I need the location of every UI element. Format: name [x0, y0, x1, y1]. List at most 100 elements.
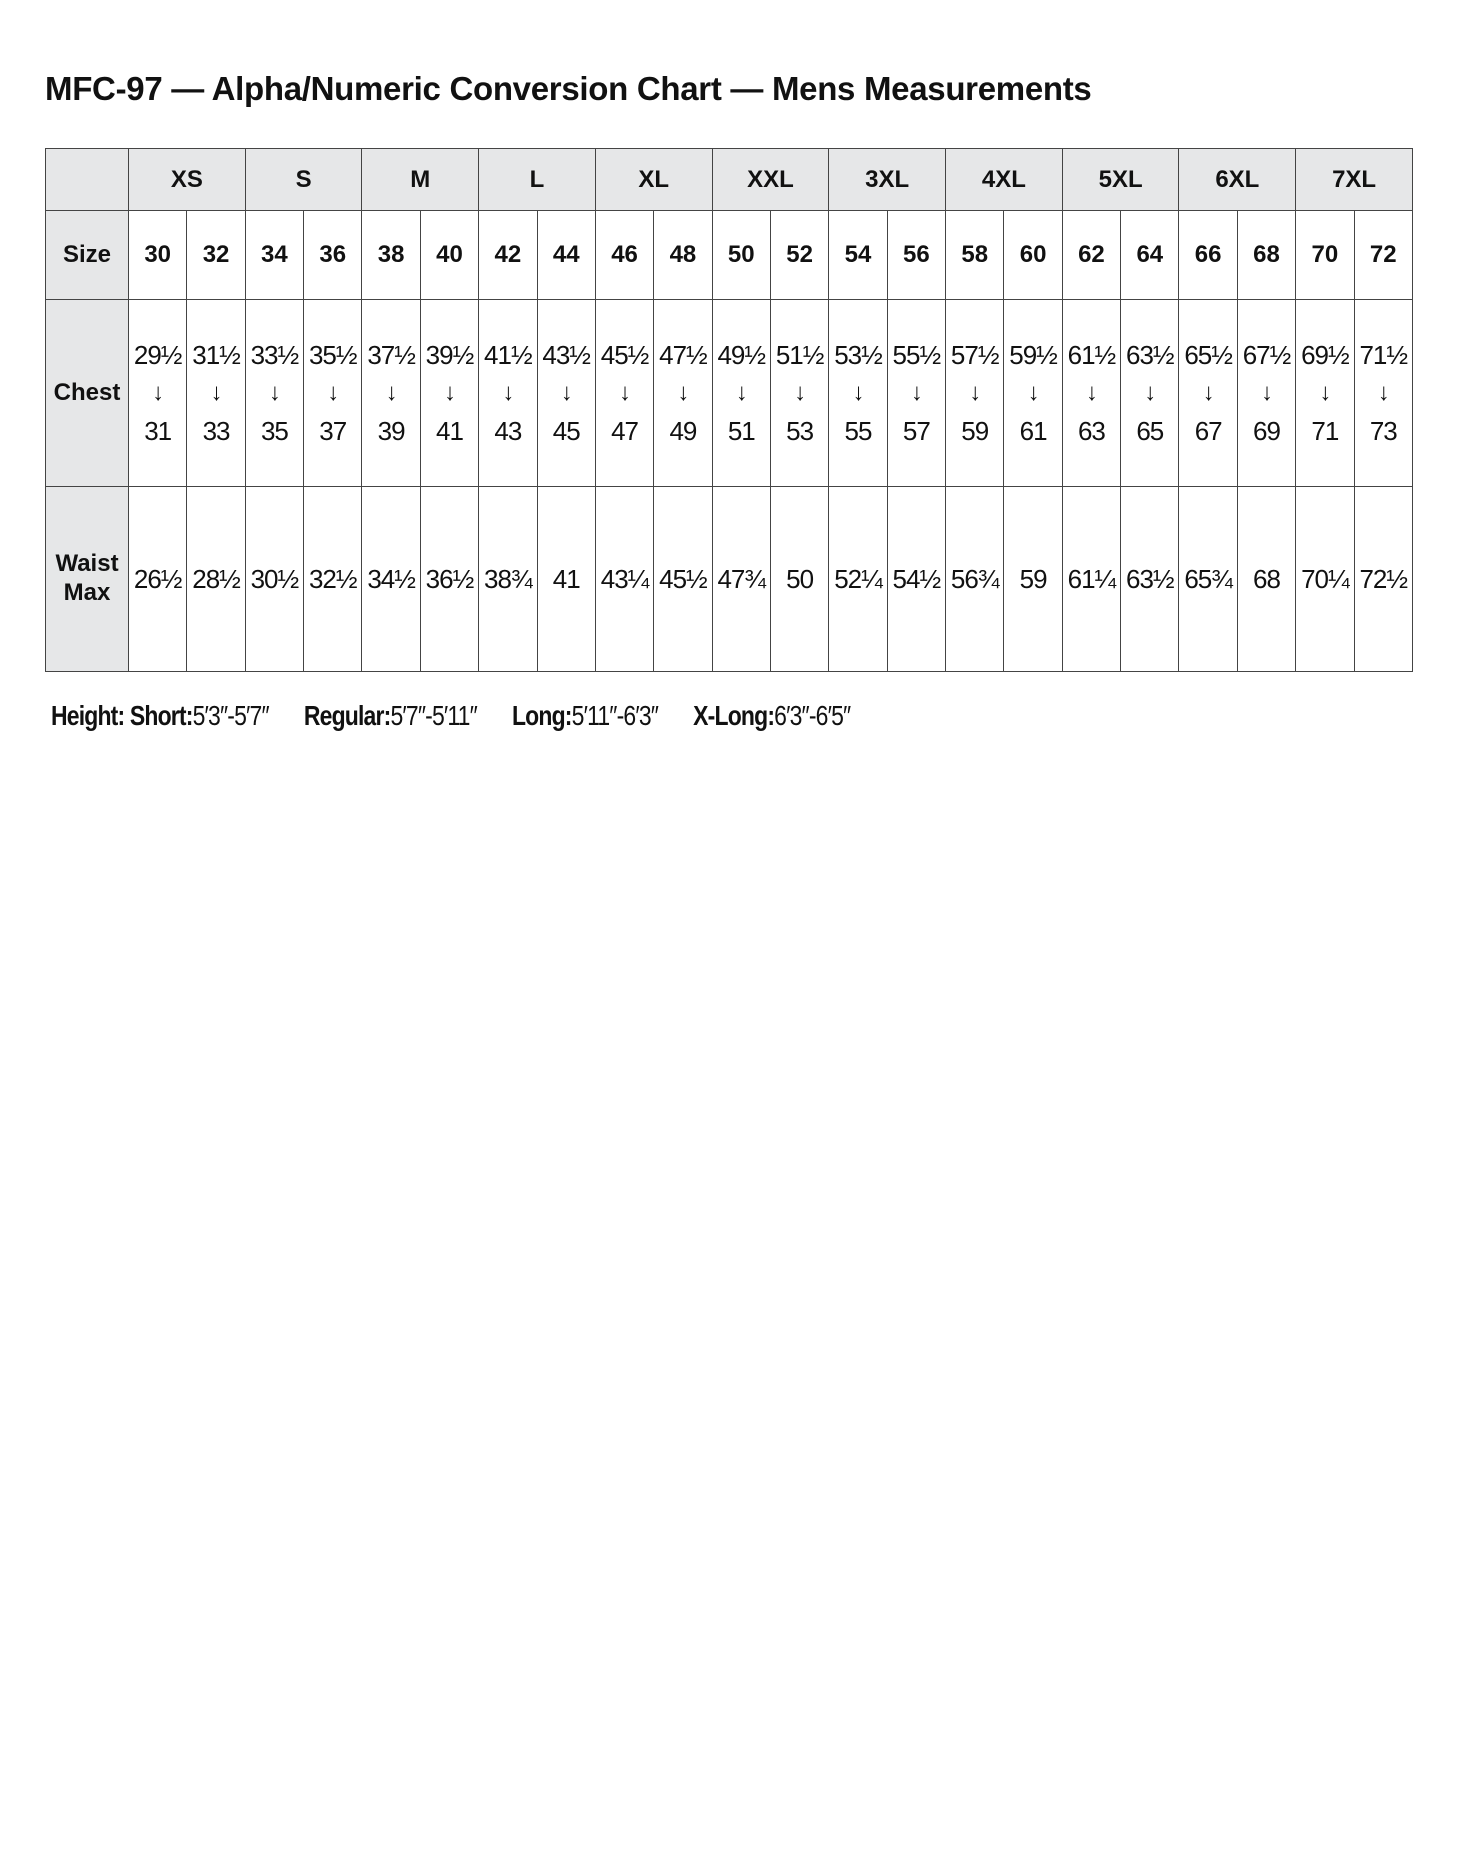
height-xlong-value: 6′3″-6′5″ — [774, 700, 851, 731]
chest-to-value: 55 — [844, 416, 873, 446]
chest-to-value: 39 — [377, 416, 406, 446]
down-arrow-icon: ↓ — [852, 379, 864, 406]
down-arrow-icon: ↓ — [677, 379, 689, 406]
numeric-size-cell: 54 — [828, 210, 888, 300]
waist-max-cell: 30½ — [244, 486, 305, 672]
page-title: MFC-97 — Alpha/Numeric Conversion Chart … — [45, 70, 1092, 107]
down-arrow-icon: ↓ — [735, 379, 748, 406]
alpha-size-cell: 3XL — [828, 148, 947, 211]
corner-cell — [45, 148, 129, 211]
height-long-value: 5′11″-6′3″ — [571, 700, 659, 731]
chest-range-cell: 45½ ↓ 47 — [594, 299, 655, 487]
down-arrow-icon: ↓ — [152, 379, 164, 406]
waist-max-cell: 26½ — [127, 486, 188, 672]
down-arrow-icon: ↓ — [794, 379, 806, 406]
chest-to-value: 59 — [961, 416, 989, 446]
chest-to-value: 49 — [669, 416, 697, 446]
waist-max-cell: 38¾ — [478, 486, 538, 672]
chest-to-value: 45 — [552, 416, 581, 446]
numeric-size-cell: 60 — [1003, 210, 1063, 300]
height-legend: Height: Short:5′3″-5′7″ Regular:5′7″-5′1… — [51, 700, 851, 732]
waist-label-line: Max — [63, 579, 111, 606]
numeric-size-cell: 66 — [1178, 210, 1238, 300]
down-arrow-icon: ↓ — [210, 379, 223, 406]
numeric-size-cell: 44 — [536, 210, 596, 300]
down-arrow-icon: ↓ — [1144, 379, 1156, 406]
down-arrow-icon: ↓ — [1261, 379, 1273, 406]
down-arrow-icon: ↓ — [910, 379, 923, 406]
down-arrow-icon: ↓ — [268, 379, 281, 406]
down-arrow-icon: ↓ — [443, 379, 456, 406]
chest-range-cell: 55½ ↓ 57 — [886, 299, 947, 487]
chest-range-cell: 47½ ↓ 49 — [653, 299, 713, 487]
down-arrow-icon: ↓ — [619, 379, 631, 406]
chest-from-value: 31½ — [192, 340, 241, 370]
chest-range-cell: 37½ ↓ 39 — [361, 299, 421, 487]
alpha-size-cell: M — [361, 148, 480, 211]
chest-from-value: 59½ — [1009, 340, 1058, 370]
chest-range-cell: 71½ ↓ 73 — [1353, 299, 1414, 487]
waist-max-cell: 63½ — [1120, 486, 1180, 672]
chest-range-cell: 69½ ↓ 71 — [1295, 299, 1355, 487]
alpha-size-cell: XS — [128, 148, 246, 211]
chest-from-value: 49½ — [717, 340, 766, 370]
numeric-size-cell: 46 — [594, 210, 655, 300]
alpha-size-cell: XL — [594, 148, 713, 211]
chest-from-value: 37½ — [367, 340, 416, 370]
waist-max-cell: 41 — [536, 486, 596, 672]
numeric-size-cell: 52 — [769, 210, 830, 300]
numeric-size-cell: 64 — [1120, 210, 1180, 300]
waist-max-cell: 47¾ — [711, 486, 771, 672]
chest-range-cell: 63½ ↓ 65 — [1120, 299, 1180, 487]
chest-range-cell: 31½ ↓ 33 — [186, 299, 246, 487]
alpha-size-row: XS S M L XL XXL 3XL 4XL 5XL 6XL 7XL — [45, 148, 1413, 211]
chest-from-value: 43½ — [542, 340, 591, 370]
waist-row: Waist Max 26½ 28½ 30½ 32½ 34½ 36½ 38¾ 41 43¼ 45½ 47¾… — [45, 486, 1414, 672]
down-arrow-icon: ↓ — [327, 379, 339, 406]
chest-to-value: 57 — [902, 416, 931, 446]
numeric-size-cell: 58 — [945, 210, 1005, 300]
down-arrow-icon: ↓ — [1085, 379, 1098, 406]
chest-from-value: 35½ — [308, 340, 358, 370]
down-arrow-icon: ↓ — [1377, 379, 1390, 406]
chest-to-value: 63 — [1077, 416, 1106, 446]
waist-max-cell: 70¼ — [1295, 486, 1355, 672]
chest-from-value: 47½ — [659, 340, 708, 370]
waist-max-cell: 54½ — [886, 486, 947, 672]
chest-range-cell: 67½ ↓ 69 — [1236, 299, 1297, 487]
numeric-size-cell: 40 — [419, 210, 480, 300]
chest-range-cell: 49½ ↓ 51 — [711, 299, 771, 487]
height-short-value: 5′3″-5′7″ — [192, 700, 270, 731]
alpha-size-cell: 5XL — [1061, 148, 1180, 211]
chest-from-value: 63½ — [1125, 340, 1175, 370]
numeric-size-row: Size 30 32 34 36 38 40 42 44 46 48 50 52 54 56 58 60 62 64… — [45, 210, 1414, 300]
waist-max-cell: 36½ — [419, 486, 480, 672]
chest-to-value: 31 — [144, 416, 172, 446]
chest-from-value: 69½ — [1301, 340, 1350, 370]
numeric-size-cell: 32 — [186, 210, 246, 300]
height-short-label: Short: — [129, 700, 194, 731]
down-arrow-icon: ↓ — [1319, 379, 1331, 406]
numeric-size-cell: 56 — [886, 210, 947, 300]
alpha-size-cell: 6XL — [1178, 148, 1297, 211]
chest-from-value: 61½ — [1067, 340, 1117, 370]
chest-from-value: 39½ — [425, 340, 475, 370]
alpha-size-cell: 7XL — [1295, 148, 1413, 211]
chest-range-cell: 65½ ↓ 67 — [1178, 299, 1238, 487]
waist-max-cell: 72½ — [1353, 486, 1414, 672]
chest-range-cell: 41½ ↓ 43 — [478, 299, 538, 487]
waist-max-cell: 50 — [769, 486, 830, 672]
chest-from-value: 51½ — [775, 340, 825, 370]
chest-range-cell: 53½ ↓ 55 — [828, 299, 888, 487]
alpha-size-cell: S — [244, 148, 363, 211]
size-conversion-table: XS S M L XL XXL 3XL 4XL 5XL 6XL 7XL Size 30 32 34 36 38 4… — [45, 148, 1414, 672]
chest-to-value: 51 — [727, 416, 756, 446]
down-arrow-icon: ↓ — [502, 379, 514, 406]
chest-to-value: 73 — [1369, 416, 1398, 446]
chest-to-value: 53 — [786, 416, 814, 446]
numeric-size-cell: 70 — [1295, 210, 1355, 300]
chest-range-cell: 59½ ↓ 61 — [1003, 299, 1063, 487]
numeric-size-cell: 68 — [1236, 210, 1297, 300]
alpha-size-cell: 4XL — [945, 148, 1063, 211]
chest-from-value: 29½ — [133, 340, 183, 370]
